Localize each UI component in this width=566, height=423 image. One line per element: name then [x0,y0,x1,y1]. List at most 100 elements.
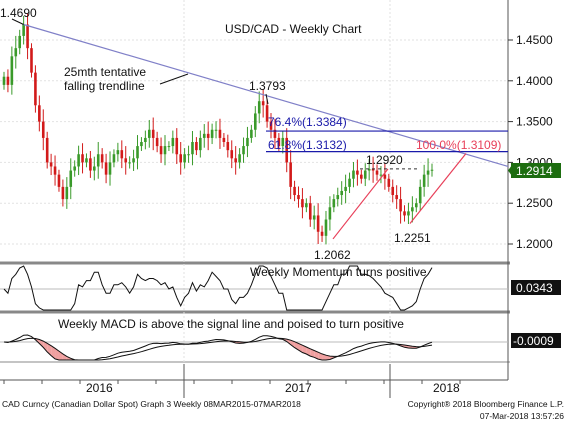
fib-618-label: 61.8%(1.3132) [268,138,347,152]
candle-down [81,154,84,163]
candle-up [14,48,18,57]
candle-down [222,137,226,142]
candle-up [128,162,131,164]
macd-last-value-box [511,333,561,348]
macd-line-group [0,334,508,361]
macd-below-signal-fill [51,345,56,359]
candle-up [348,178,351,187]
candle-up [238,154,241,163]
candle-down [285,137,289,163]
candle-up [242,146,245,155]
projection-leg-1 [332,168,389,240]
candle-down [100,154,104,163]
low1-label: 1.2062 [314,248,351,262]
candle-up [324,219,328,236]
x-axis [0,364,508,398]
candle-down [261,101,265,106]
momentum-last-value-box [511,280,561,295]
macd-below-signal-fill [302,345,307,355]
candle-up [167,146,171,148]
candle-up [112,154,116,163]
macd-below-signal-fill [39,339,44,348]
candle-up [214,129,218,131]
macd-below-signal-fill [43,341,48,352]
candle-up [210,129,214,138]
macd-below-signal-fill [325,355,330,360]
candle-up [96,154,100,167]
candle-up [73,166,76,171]
macd-line [3,334,433,361]
candle-down [61,186,65,200]
candle-down [301,199,304,208]
momentum-title: Weekly Momentum turns positive [250,265,427,279]
candle-down [53,166,57,175]
candle-down [265,105,269,122]
macd-title: Weekly MACD is above the signal line and… [58,317,404,331]
candle-down [159,146,163,155]
candle-down [195,142,198,151]
candle-down [403,211,406,216]
low2-label: 1.2251 [394,231,431,245]
projection-leg-2 [409,153,467,224]
candle-up [312,215,316,220]
candle-down [383,174,387,179]
candle-up [430,169,434,171]
candle-up [332,199,336,208]
candle-down [206,133,210,138]
candle-up [352,170,355,179]
candle-down [360,174,363,179]
candle-up [379,174,383,176]
price-candles [2,13,434,245]
candle-up [183,154,186,163]
candle-down [151,129,155,138]
candle-up [65,186,69,200]
candle-up [108,162,112,175]
candle-down [34,72,37,106]
candle-up [199,137,202,151]
price-overlays [11,18,509,240]
swing-high-label: 1.2920 [366,153,403,167]
macd-last-value: -0.0009 [513,334,554,348]
candle-up [422,174,426,187]
macd-below-signal-fill [306,346,311,357]
candle-up [191,142,194,155]
macd-below-signal-fill [318,352,323,360]
candle-down [124,158,128,163]
candle-up [69,170,73,187]
x-label-2018: 2018 [433,381,460,395]
momentum-last-value: 0.0343 [516,281,553,295]
candle-up [250,129,253,138]
candle-up [187,154,190,156]
candle-up [407,211,410,216]
candle-down [391,186,395,196]
candle-down [57,174,61,187]
candle-down [218,129,222,138]
candle-up [2,76,6,85]
chart-title: USD/CAD - Weekly Chart [225,22,362,36]
footer-left: CAD Curncy (Canadian Dollar Spot) Graph … [2,399,301,409]
candle-down [277,137,281,147]
y-tick-label: 1.3500 [516,115,553,129]
macd-below-signal-fill [314,350,319,360]
candle-down [179,154,182,163]
candle-up [254,113,257,130]
y-tick-label: 1.2000 [516,237,553,251]
candle-down [293,186,296,196]
momentum-line-group [0,265,508,311]
candle-down [273,129,277,138]
macd-signal-line [3,337,433,361]
candle-up [367,168,371,171]
candle-up [340,190,343,196]
candle-up [163,146,167,155]
momentum-line [3,265,433,311]
candle-down [308,203,312,220]
high-label: 1.4690 [0,6,37,20]
price-last-value-pointer [508,165,512,176]
macd-below-signal-fill [322,353,326,360]
candle-up [140,142,143,147]
candle-up [414,203,418,208]
projection-100-label: 100.0%(1.3109) [416,138,501,152]
candle-up [281,137,285,147]
